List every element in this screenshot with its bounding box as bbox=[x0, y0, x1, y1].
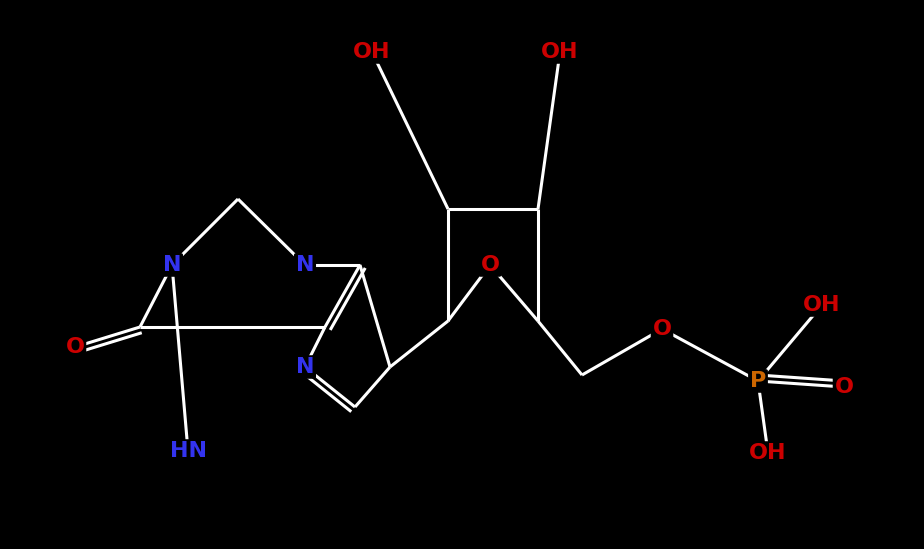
Text: O: O bbox=[652, 319, 672, 339]
Text: N: N bbox=[163, 255, 181, 275]
Text: OH: OH bbox=[803, 295, 841, 315]
Text: N: N bbox=[296, 255, 314, 275]
Text: HN: HN bbox=[169, 441, 206, 461]
Text: OH: OH bbox=[749, 443, 786, 463]
Text: N: N bbox=[296, 357, 314, 377]
Text: OH: OH bbox=[541, 42, 578, 62]
Text: O: O bbox=[834, 377, 854, 397]
Text: OH: OH bbox=[353, 42, 391, 62]
Text: P: P bbox=[750, 371, 766, 391]
Text: O: O bbox=[66, 337, 84, 357]
Text: O: O bbox=[480, 255, 500, 275]
